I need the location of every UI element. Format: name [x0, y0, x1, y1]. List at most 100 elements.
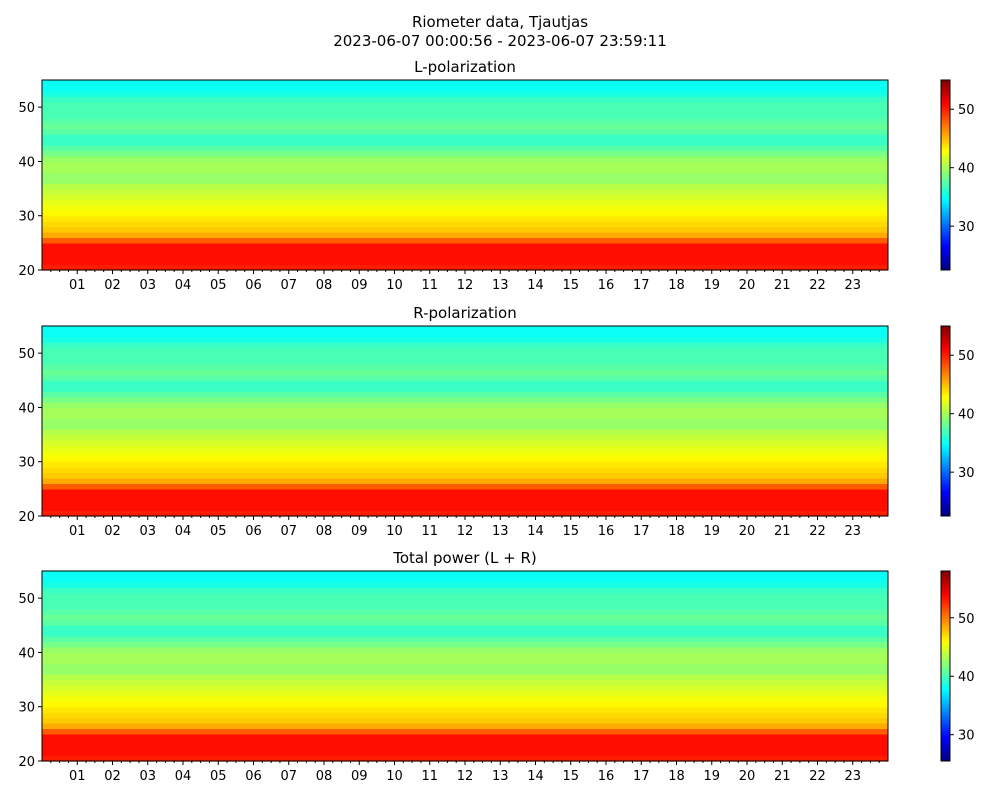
- panel-title: R-polarization: [413, 304, 516, 322]
- heatmap-cell: [42, 412, 888, 419]
- heatmap-cell: [42, 139, 888, 146]
- x-tick-label: 18: [668, 278, 685, 293]
- colorbar-tick-label: 50: [958, 103, 975, 118]
- heatmap-cell: [42, 614, 888, 621]
- x-tick-label: 13: [492, 769, 509, 784]
- y-tick-label: 20: [18, 755, 35, 770]
- heatmap-cell: [42, 609, 888, 616]
- heatmap-cell: [42, 445, 888, 452]
- heatmap-cell: [42, 166, 888, 173]
- x-tick-label: 10: [386, 278, 403, 293]
- heatmap-cell: [42, 407, 888, 414]
- heatmap-cell: [42, 259, 888, 266]
- heatmap-cell: [42, 226, 888, 233]
- x-tick-label: 14: [527, 278, 544, 293]
- heatmap-cell: [42, 188, 888, 195]
- x-tick-label: 17: [633, 278, 650, 293]
- heatmap-cell: [42, 695, 888, 702]
- x-tick-label: 11: [421, 769, 438, 784]
- x-tick-label: 09: [351, 769, 368, 784]
- x-tick-label: 09: [351, 278, 368, 293]
- heatmap-cell: [42, 510, 888, 517]
- colorbar-tick-label: 40: [958, 670, 975, 685]
- heatmap-cell: [42, 326, 888, 333]
- heatmap-cell: [42, 221, 888, 228]
- panel-1: L-polarization 20 30 40 50 01 02 03 04 05 06 07 08 09…: [18, 58, 974, 293]
- x-tick-label: 11: [421, 278, 438, 293]
- x-tick-label: 15: [562, 524, 579, 539]
- heatmap-cell: [42, 619, 888, 626]
- figure-title-line1: Riometer data, Tjautjas: [412, 13, 588, 31]
- heatmap-cell: [42, 380, 888, 387]
- colorbar-tick-label: 30: [958, 729, 975, 744]
- colorbar-tick-label: 30: [958, 466, 975, 481]
- heatmap-cell: [42, 248, 888, 255]
- heatmap-cell: [42, 472, 888, 479]
- heatmap-cell: [42, 701, 888, 708]
- x-tick-label: 19: [703, 524, 720, 539]
- heatmap-cell: [42, 161, 888, 168]
- panel-3: Total power (L + R) 20 30 40 50 01 02 03 04 05 06 0…: [18, 549, 974, 784]
- x-tick-label: 08: [316, 769, 333, 784]
- heatmap-cell: [42, 107, 888, 114]
- heatmap-cell: [42, 581, 888, 588]
- heatmap-cell: [42, 423, 888, 430]
- x-tick-label: 16: [598, 524, 615, 539]
- heatmap-cell: [42, 101, 888, 108]
- x-tick-label: 04: [175, 769, 192, 784]
- heatmap-cell: [42, 150, 888, 157]
- colorbar: [940, 325, 951, 517]
- x-tick-label: 18: [668, 769, 685, 784]
- heatmap-cell: [42, 434, 888, 441]
- x-tick-label: 19: [703, 278, 720, 293]
- x-tick-label: 13: [492, 524, 509, 539]
- panel-title: L-polarization: [414, 58, 516, 76]
- heatmap-cell: [42, 232, 888, 239]
- x-tick-label: 09: [351, 524, 368, 539]
- heatmap-cell: [42, 723, 888, 730]
- heatmap-cell: [42, 134, 888, 141]
- x-tick-label: 16: [598, 278, 615, 293]
- x-tick-label: 08: [316, 278, 333, 293]
- heatmap-cell: [42, 128, 888, 135]
- x-tick-label: 05: [210, 769, 227, 784]
- x-tick-label: 23: [844, 278, 861, 293]
- y-tick-label: 40: [18, 401, 35, 416]
- heatmap-cell: [42, 625, 888, 632]
- heatmap-cell: [42, 210, 888, 217]
- x-tick-label: 21: [774, 769, 791, 784]
- heatmap-cell: [42, 706, 888, 713]
- x-tick-label: 18: [668, 524, 685, 539]
- heatmap-cell: [42, 641, 888, 648]
- heatmap-cell: [42, 215, 888, 222]
- x-tick-label: 10: [386, 769, 403, 784]
- x-tick-label: 17: [633, 524, 650, 539]
- heatmap-cell: [42, 396, 888, 403]
- colorbar: [940, 79, 951, 271]
- heatmap-cell: [42, 690, 888, 697]
- x-tick-label: 06: [245, 278, 262, 293]
- heatmap-cell: [42, 347, 888, 354]
- x-tick-label: 07: [280, 524, 297, 539]
- heatmap-cell: [42, 679, 888, 686]
- x-tick-label: 10: [386, 524, 403, 539]
- heatmap-cell: [42, 603, 888, 610]
- heatmap-cell: [42, 744, 888, 751]
- x-tick-label: 17: [633, 769, 650, 784]
- x-tick-label: 16: [598, 769, 615, 784]
- heatmap-cell: [42, 242, 888, 249]
- heatmap-cell: [42, 755, 888, 762]
- x-tick-label: 22: [809, 278, 826, 293]
- heatmap-cell: [42, 331, 888, 338]
- x-tick-label: 08: [316, 524, 333, 539]
- x-tick-label: 06: [245, 524, 262, 539]
- x-tick-label: 07: [280, 278, 297, 293]
- colorbar-tick-label: 50: [958, 612, 975, 627]
- heatmap-cell: [42, 96, 888, 103]
- heatmap-cell: [42, 587, 888, 594]
- x-tick-label: 21: [774, 524, 791, 539]
- heatmap-cell: [42, 461, 888, 468]
- heatmap-cell: [42, 652, 888, 659]
- x-tick-label: 01: [69, 278, 86, 293]
